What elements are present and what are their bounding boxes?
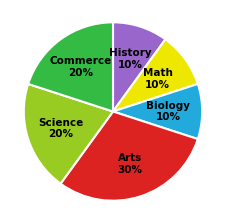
Wedge shape — [28, 22, 112, 112]
Text: History
10%: History 10% — [108, 48, 151, 70]
Text: Arts
30%: Arts 30% — [117, 153, 142, 175]
Text: Math
10%: Math 10% — [142, 68, 172, 90]
Wedge shape — [112, 39, 197, 112]
Text: Science
20%: Science 20% — [38, 118, 83, 139]
Wedge shape — [24, 84, 112, 184]
Wedge shape — [112, 22, 165, 112]
Wedge shape — [112, 84, 201, 139]
Wedge shape — [60, 112, 197, 201]
Text: Commerce
20%: Commerce 20% — [49, 56, 111, 78]
Text: Biology
10%: Biology 10% — [146, 101, 189, 122]
